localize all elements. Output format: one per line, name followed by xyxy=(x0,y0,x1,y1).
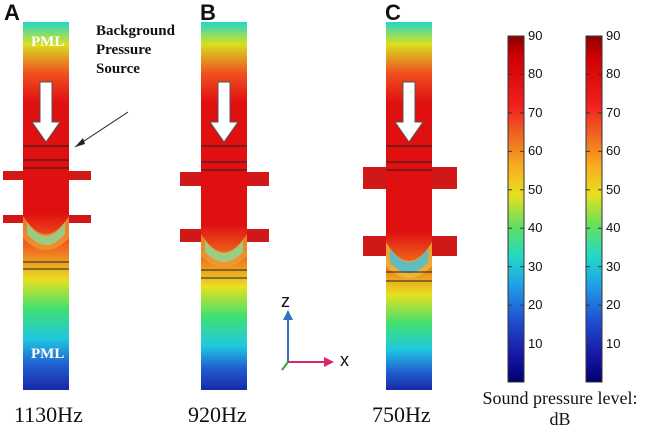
side-cavity xyxy=(247,229,269,242)
frequency-label-a: 1130Hz xyxy=(14,402,83,427)
colorbar-tick-label: 20 xyxy=(606,297,621,313)
panel-a-tube xyxy=(3,22,91,390)
colorbar-tick-label: 10 xyxy=(528,335,543,351)
pml-label-top: PML xyxy=(31,34,65,50)
panel-letter-c: C xyxy=(385,0,401,25)
down-arrow-icon xyxy=(209,81,239,143)
panel-b-tube xyxy=(180,22,269,390)
z-axis-label: z xyxy=(281,291,290,311)
colorbar-tick-label: 90 xyxy=(606,28,621,43)
colorbar-tick-label: 40 xyxy=(528,220,543,236)
colorbar-tick-label: 50 xyxy=(528,181,543,197)
side-cavity xyxy=(432,236,457,256)
colorbar-tick-label: 70 xyxy=(606,104,621,120)
colorbar-tick-label: 10 xyxy=(606,335,621,351)
z-axis-arrow-icon xyxy=(283,310,293,320)
side-cavity xyxy=(3,215,23,223)
frequency-label-b: 920Hz xyxy=(188,402,247,427)
colorbar-title: Sound pressure level: dB xyxy=(470,388,650,430)
pml-label-bottom: PML xyxy=(31,346,65,362)
x-axis-label: x xyxy=(340,350,349,370)
colorbar-tick-label: 80 xyxy=(528,66,543,82)
down-arrow-icon xyxy=(31,81,61,143)
colorbar-title-line1: Sound pressure level: xyxy=(482,388,638,408)
colorbar-tick-label: 80 xyxy=(606,66,621,82)
side-cavity xyxy=(3,171,23,180)
colorbar-tick-label: 50 xyxy=(606,181,621,197)
colorbar-tick-label: 30 xyxy=(528,258,543,274)
frequency-label-c: 750Hz xyxy=(372,402,431,427)
coordinate-axes xyxy=(281,310,334,371)
colorbar-tick-label: 30 xyxy=(606,258,621,274)
source-annotation-line2: Pressure xyxy=(96,42,152,58)
panel-c-tube xyxy=(363,22,457,390)
side-cavity xyxy=(363,236,386,256)
colorbar-tick-label: 70 xyxy=(528,104,543,120)
panel-letter-a: A xyxy=(4,0,20,25)
side-cavity xyxy=(363,167,386,189)
down-arrow-icon xyxy=(394,81,424,143)
panel-letter-b: B xyxy=(200,0,216,25)
side-cavity xyxy=(247,172,269,186)
colorbar-tick-label: 20 xyxy=(528,297,543,313)
side-cavity xyxy=(69,171,91,180)
side-cavity xyxy=(180,229,201,242)
colorbar-tick-label: 90 xyxy=(528,28,543,43)
x-axis-arrow-icon xyxy=(324,357,334,367)
source-annotation: Background Pressure Source xyxy=(96,22,175,79)
colorbar-tick-label: 40 xyxy=(606,220,621,236)
side-cavity xyxy=(180,172,201,186)
colorbar-title-line2: dB xyxy=(549,409,571,429)
source-annotation-line1: Background xyxy=(96,23,175,39)
side-cavity xyxy=(69,215,91,223)
colorbar-2 xyxy=(585,35,603,383)
colorbar-1 xyxy=(507,35,525,383)
side-cavity xyxy=(432,167,457,189)
colorbar-tick-label: 60 xyxy=(528,143,543,159)
source-annotation-line3: Source xyxy=(96,61,140,77)
colorbar-tick-label: 60 xyxy=(606,143,621,159)
